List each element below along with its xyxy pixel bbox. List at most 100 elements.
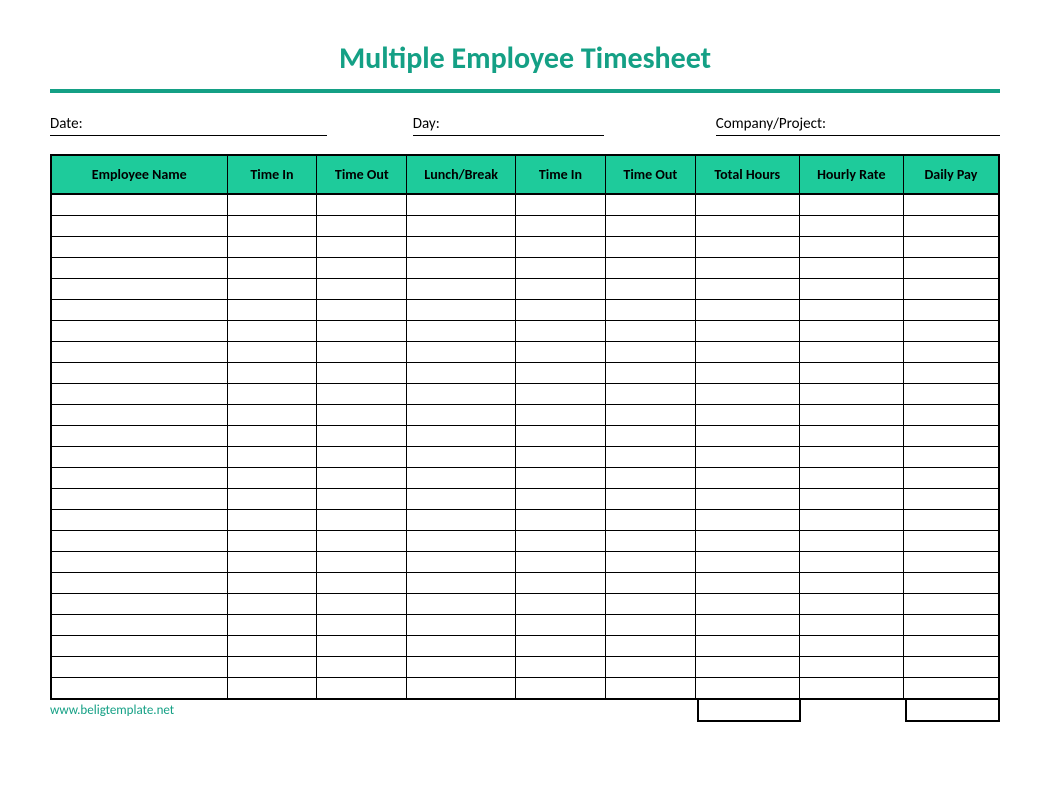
cell-lunch_break[interactable]	[407, 677, 516, 698]
cell-lunch_break[interactable]	[407, 593, 516, 614]
cell-lunch_break[interactable]	[407, 215, 516, 236]
cell-employee_name[interactable]	[52, 362, 227, 383]
cell-lunch_break[interactable]	[407, 341, 516, 362]
cell-daily_pay[interactable]	[903, 467, 998, 488]
cell-time_out_2[interactable]	[605, 509, 695, 530]
cell-time_out_1[interactable]	[317, 215, 407, 236]
cell-daily_pay[interactable]	[903, 509, 998, 530]
cell-time_out_2[interactable]	[605, 236, 695, 257]
cell-lunch_break[interactable]	[407, 299, 516, 320]
cell-time_in_2[interactable]	[516, 236, 606, 257]
cell-hourly_rate[interactable]	[799, 299, 903, 320]
cell-time_out_2[interactable]	[605, 551, 695, 572]
cell-lunch_break[interactable]	[407, 425, 516, 446]
cell-hourly_rate[interactable]	[799, 383, 903, 404]
cell-time_out_2[interactable]	[605, 215, 695, 236]
cell-time_in_2[interactable]	[516, 656, 606, 677]
cell-time_in_1[interactable]	[227, 551, 317, 572]
cell-time_out_2[interactable]	[605, 299, 695, 320]
cell-daily_pay[interactable]	[903, 551, 998, 572]
cell-time_in_1[interactable]	[227, 362, 317, 383]
cell-lunch_break[interactable]	[407, 278, 516, 299]
cell-time_in_2[interactable]	[516, 215, 606, 236]
cell-time_out_1[interactable]	[317, 572, 407, 593]
cell-time_out_1[interactable]	[317, 404, 407, 425]
cell-time_out_1[interactable]	[317, 341, 407, 362]
total-hours-sum-box[interactable]	[697, 700, 801, 722]
cell-total_hours[interactable]	[695, 614, 799, 635]
cell-daily_pay[interactable]	[903, 320, 998, 341]
cell-lunch_break[interactable]	[407, 257, 516, 278]
cell-employee_name[interactable]	[52, 614, 227, 635]
cell-time_in_2[interactable]	[516, 530, 606, 551]
cell-total_hours[interactable]	[695, 236, 799, 257]
cell-daily_pay[interactable]	[903, 530, 998, 551]
cell-total_hours[interactable]	[695, 362, 799, 383]
cell-time_in_1[interactable]	[227, 320, 317, 341]
cell-employee_name[interactable]	[52, 551, 227, 572]
cell-lunch_break[interactable]	[407, 656, 516, 677]
cell-employee_name[interactable]	[52, 278, 227, 299]
cell-hourly_rate[interactable]	[799, 530, 903, 551]
cell-hourly_rate[interactable]	[799, 677, 903, 698]
cell-time_in_1[interactable]	[227, 572, 317, 593]
cell-hourly_rate[interactable]	[799, 257, 903, 278]
cell-employee_name[interactable]	[52, 194, 227, 215]
cell-total_hours[interactable]	[695, 341, 799, 362]
cell-employee_name[interactable]	[52, 677, 227, 698]
cell-time_out_1[interactable]	[317, 509, 407, 530]
cell-time_out_1[interactable]	[317, 299, 407, 320]
cell-time_in_1[interactable]	[227, 236, 317, 257]
cell-total_hours[interactable]	[695, 404, 799, 425]
cell-lunch_break[interactable]	[407, 488, 516, 509]
cell-hourly_rate[interactable]	[799, 236, 903, 257]
cell-lunch_break[interactable]	[407, 383, 516, 404]
cell-employee_name[interactable]	[52, 593, 227, 614]
cell-hourly_rate[interactable]	[799, 215, 903, 236]
cell-time_in_1[interactable]	[227, 530, 317, 551]
cell-hourly_rate[interactable]	[799, 194, 903, 215]
cell-daily_pay[interactable]	[903, 614, 998, 635]
cell-total_hours[interactable]	[695, 194, 799, 215]
cell-lunch_break[interactable]	[407, 530, 516, 551]
cell-employee_name[interactable]	[52, 320, 227, 341]
cell-time_in_1[interactable]	[227, 509, 317, 530]
cell-time_out_2[interactable]	[605, 635, 695, 656]
cell-time_out_1[interactable]	[317, 467, 407, 488]
cell-time_out_2[interactable]	[605, 530, 695, 551]
cell-time_in_2[interactable]	[516, 425, 606, 446]
cell-hourly_rate[interactable]	[799, 614, 903, 635]
cell-time_out_1[interactable]	[317, 614, 407, 635]
cell-total_hours[interactable]	[695, 215, 799, 236]
cell-lunch_break[interactable]	[407, 362, 516, 383]
cell-time_out_2[interactable]	[605, 194, 695, 215]
cell-employee_name[interactable]	[52, 572, 227, 593]
cell-employee_name[interactable]	[52, 530, 227, 551]
cell-employee_name[interactable]	[52, 509, 227, 530]
cell-daily_pay[interactable]	[903, 425, 998, 446]
cell-employee_name[interactable]	[52, 404, 227, 425]
cell-daily_pay[interactable]	[903, 593, 998, 614]
cell-employee_name[interactable]	[52, 215, 227, 236]
cell-daily_pay[interactable]	[903, 446, 998, 467]
cell-daily_pay[interactable]	[903, 383, 998, 404]
cell-hourly_rate[interactable]	[799, 551, 903, 572]
cell-lunch_break[interactable]	[407, 320, 516, 341]
cell-total_hours[interactable]	[695, 656, 799, 677]
cell-time_out_2[interactable]	[605, 572, 695, 593]
cell-hourly_rate[interactable]	[799, 278, 903, 299]
cell-total_hours[interactable]	[695, 488, 799, 509]
cell-time_out_1[interactable]	[317, 257, 407, 278]
cell-employee_name[interactable]	[52, 383, 227, 404]
cell-time_in_2[interactable]	[516, 677, 606, 698]
cell-time_out_1[interactable]	[317, 320, 407, 341]
cell-daily_pay[interactable]	[903, 656, 998, 677]
cell-lunch_break[interactable]	[407, 509, 516, 530]
meta-company-line[interactable]	[830, 115, 1000, 136]
cell-lunch_break[interactable]	[407, 551, 516, 572]
cell-time_out_1[interactable]	[317, 551, 407, 572]
cell-employee_name[interactable]	[52, 236, 227, 257]
cell-daily_pay[interactable]	[903, 404, 998, 425]
cell-employee_name[interactable]	[52, 341, 227, 362]
cell-lunch_break[interactable]	[407, 236, 516, 257]
